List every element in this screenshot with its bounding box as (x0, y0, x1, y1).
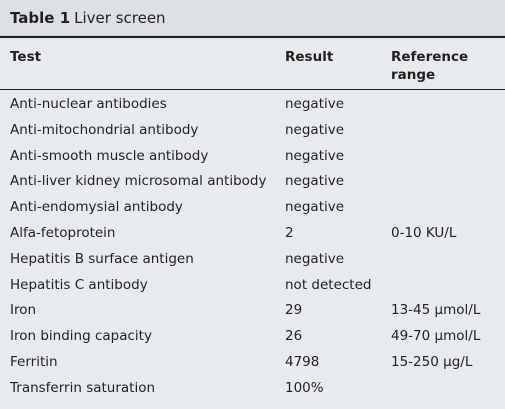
table-label: Table 1 (10, 9, 71, 27)
cell-reference: 49-70 µmol/L (391, 328, 481, 345)
cell-test: Hepatitis C antibody (10, 276, 148, 293)
cell-test: Anti-liver kidney microsomal antibody (10, 173, 267, 190)
table-header: Test Result Reference range (0, 38, 505, 89)
table-row: Anti-smooth muscle antibody negative (0, 144, 505, 170)
header-test: Test (10, 49, 42, 65)
cell-test: Anti-smooth muscle antibody (10, 147, 209, 164)
cell-reference: 13-45 µmol/L (391, 302, 481, 319)
table-row: Anti-endomysial antibody negative (0, 195, 505, 221)
cell-result: not detected (285, 276, 372, 293)
table-row: Iron binding capacity 26 49-70 µmol/L (0, 324, 505, 350)
cell-test: Anti-nuclear antibodies (10, 96, 167, 112)
top-rule (0, 36, 505, 38)
cell-result: 26 (285, 328, 303, 345)
cell-result: negative (285, 199, 345, 216)
table-row: Ferritin 4798 15-250 µg/L (0, 350, 505, 376)
cell-test: Alfa-fetoprotein (10, 224, 116, 241)
table-row: Hepatitis C antibody not detected (0, 273, 505, 299)
table-body: Anti-nuclear antibodies negative Anti-mi… (0, 92, 505, 402)
table-row: Anti-mitochondrial antibody negative (0, 118, 505, 144)
cell-result: 4798 (285, 353, 320, 370)
table-row: Anti-liver kidney microsomal antibody ne… (0, 169, 505, 195)
table-row: Alfa-fetoprotein 2 0-10 KU/L (0, 221, 505, 247)
header-reference-range: Reference range (391, 49, 469, 83)
cell-test: Iron (10, 302, 37, 319)
cell-result: 29 (285, 302, 303, 319)
cell-result: negative (285, 250, 345, 267)
cell-test: Anti-mitochondrial antibody (10, 121, 199, 138)
table-row: Iron 29 13-45 µmol/L (0, 298, 505, 324)
cell-reference: 0-10 KU/L (391, 224, 457, 241)
cell-test: Transferrin saturation (10, 379, 156, 396)
cell-test: Iron binding capacity (10, 328, 152, 345)
table-caption: Table 1 Liver screen (0, 0, 505, 36)
cell-result: negative (285, 173, 345, 190)
header-rule (0, 89, 505, 90)
cell-test: Anti-endomysial antibody (10, 199, 183, 216)
header-result: Result (285, 49, 334, 65)
cell-test: Hepatitis B surface antigen (10, 250, 194, 267)
table-row: Anti-nuclear antibodies negative (0, 92, 505, 118)
cell-test: Ferritin (10, 353, 58, 370)
table-row: Transferrin saturation 100% (0, 376, 505, 402)
cell-result: negative (285, 147, 345, 164)
table-row: Hepatitis B surface antigen negative (0, 247, 505, 273)
cell-result: 100% (285, 379, 324, 396)
table-title: Liver screen (74, 9, 166, 27)
cell-result: negative (285, 121, 345, 138)
cell-result: 2 (285, 224, 294, 241)
cell-result: negative (285, 96, 345, 112)
cell-reference: 15-250 µg/L (391, 353, 473, 370)
